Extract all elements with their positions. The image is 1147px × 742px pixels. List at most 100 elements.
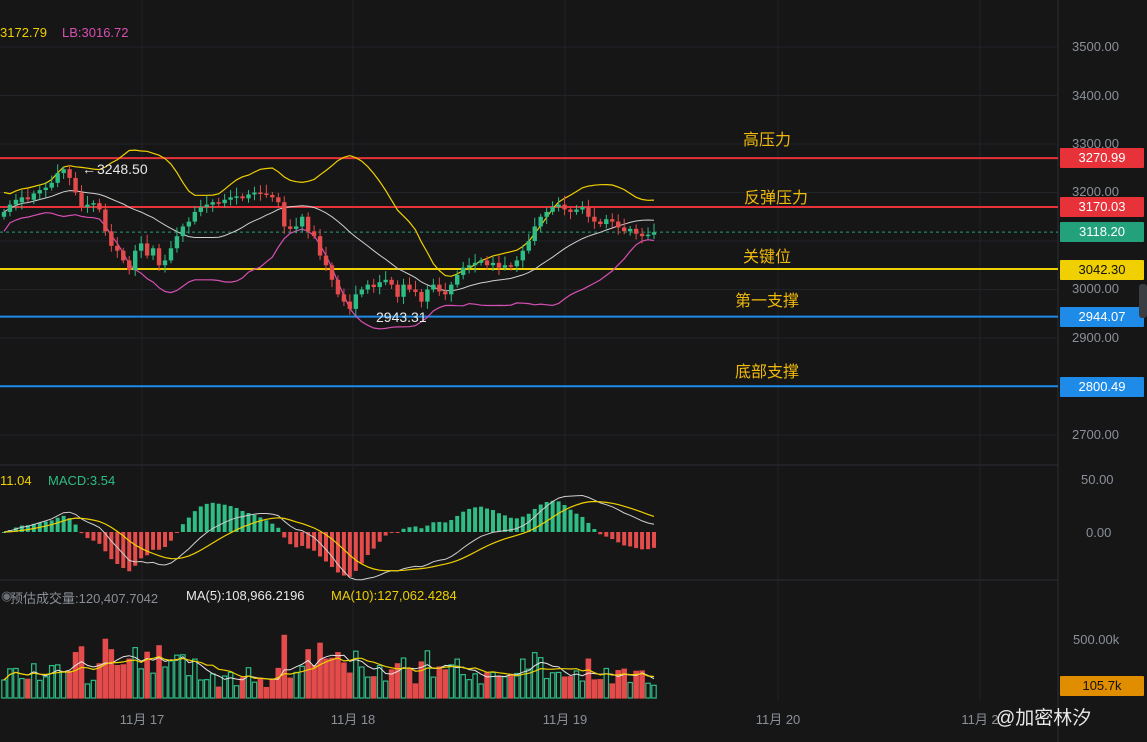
candle-body [651, 232, 657, 235]
volume-axis-tick: 500.00k [1073, 632, 1120, 647]
macd-histogram-bar [133, 532, 138, 566]
volume-bar [436, 666, 443, 699]
macd-histogram-bar [2, 532, 6, 533]
macd-histogram-bar [347, 532, 352, 577]
candle-body [437, 284, 442, 292]
candle-body [1, 211, 7, 217]
volume-bar [275, 667, 282, 699]
macd-histogram-bar [383, 532, 388, 536]
volume-bar [543, 677, 550, 699]
candle-body [490, 262, 496, 266]
macd-histogram-bar [628, 532, 633, 547]
candle-body [604, 219, 609, 225]
macd-dif-readout: 11.04 [0, 473, 32, 488]
candle-body [246, 194, 251, 199]
price-tag-first-support: 2944.07 [1060, 307, 1144, 327]
volume-bar [555, 671, 562, 699]
candle-body [127, 260, 132, 271]
candle-body [633, 228, 639, 234]
low-price-annotation: 2943.31 [376, 309, 427, 325]
candle-body [210, 202, 215, 205]
macd-histogram-bar [210, 502, 215, 532]
candle-body [538, 216, 543, 227]
candle-body [443, 291, 448, 295]
macd-histogram-bar [514, 518, 519, 532]
volume-bar [126, 658, 133, 699]
volume-bar [180, 654, 186, 699]
candle-body [377, 282, 382, 288]
volume-estimate-readout: 预估成交量:120,407.7042 [10, 591, 159, 606]
macd-histogram-bar [562, 505, 567, 532]
volume-bar [502, 676, 508, 699]
candle-body [156, 248, 162, 266]
volume-bar [400, 657, 407, 699]
candle-body [413, 289, 418, 292]
macd-histogram-bar [139, 532, 144, 559]
macd-histogram-bar [431, 522, 436, 532]
volume-bar [567, 676, 574, 699]
volume-bar [281, 634, 288, 699]
bb-lower-readout: LB:3016.72 [62, 25, 129, 40]
candle-body [192, 211, 198, 222]
macd-histogram-bar [455, 515, 460, 532]
volume-bar [561, 676, 568, 699]
candle-body [478, 260, 484, 263]
candle-body [216, 202, 221, 204]
macd-histogram-bar [544, 502, 549, 532]
macd-histogram-bar [61, 515, 66, 532]
macd-histogram-bar [186, 517, 191, 532]
volume-eye-icon[interactable]: ◉ [1, 588, 13, 603]
candle-body [174, 236, 180, 249]
macd-histogram-bar [425, 525, 430, 532]
macd-histogram-bar [485, 508, 490, 532]
macd-histogram-bar [490, 510, 495, 532]
zone-label-rebound-pressure: 反弹压力 [743, 190, 809, 207]
macd-dif-line [3, 494, 655, 581]
volume-bar [13, 667, 19, 699]
volume-current-tag: 105.7k [1060, 676, 1144, 696]
candle-body [180, 226, 186, 237]
volume-bar [66, 670, 73, 699]
price-axis-tick: 2900.00 [1072, 330, 1119, 345]
volume-bar [72, 652, 79, 699]
macd-histogram-bar [616, 532, 621, 543]
macd-histogram-bar [586, 522, 591, 532]
volume-bar [537, 657, 544, 699]
zone-label-key-level: 关键位 [742, 249, 792, 266]
volume-ma10-readout: MA(10):127,062.4284 [331, 588, 457, 603]
volume-bar [102, 638, 109, 699]
volume-bar [615, 670, 622, 699]
volume-bar [209, 673, 216, 699]
price-tag-bottom-support: 2800.49 [1060, 377, 1144, 397]
price-scale-handle[interactable] [1139, 284, 1147, 318]
candle-body [341, 294, 347, 302]
volume-bar [460, 673, 466, 699]
time-axis-tick: 11月 20 [755, 712, 801, 727]
macd-histogram-bar [652, 532, 656, 548]
volume-bar [418, 661, 425, 699]
volume-bar [203, 679, 210, 699]
candle-body [85, 204, 90, 208]
volume-bar [621, 668, 627, 699]
price-axis-tick: 3500.00 [1072, 39, 1119, 54]
candle-body [252, 192, 257, 195]
volume-bar [520, 658, 526, 699]
volume-bar [186, 675, 192, 699]
zone-label-first-support: 第一支撑 [734, 293, 800, 310]
candle-body [186, 221, 192, 227]
candle-body [67, 169, 72, 178]
price-axis-tick: 2700.00 [1072, 427, 1119, 442]
volume-bar [442, 669, 449, 699]
volume-bar [364, 676, 371, 699]
candle-body [472, 262, 478, 266]
volume-bar [311, 664, 317, 699]
volume-bar [382, 680, 389, 699]
volume-bar [514, 672, 520, 699]
volume-bar [168, 660, 174, 699]
volume-bar [1, 679, 7, 699]
macd-histogram-bar [443, 522, 448, 532]
candle-body [228, 197, 233, 200]
candle-body [31, 193, 37, 200]
volume-bar [585, 658, 592, 699]
